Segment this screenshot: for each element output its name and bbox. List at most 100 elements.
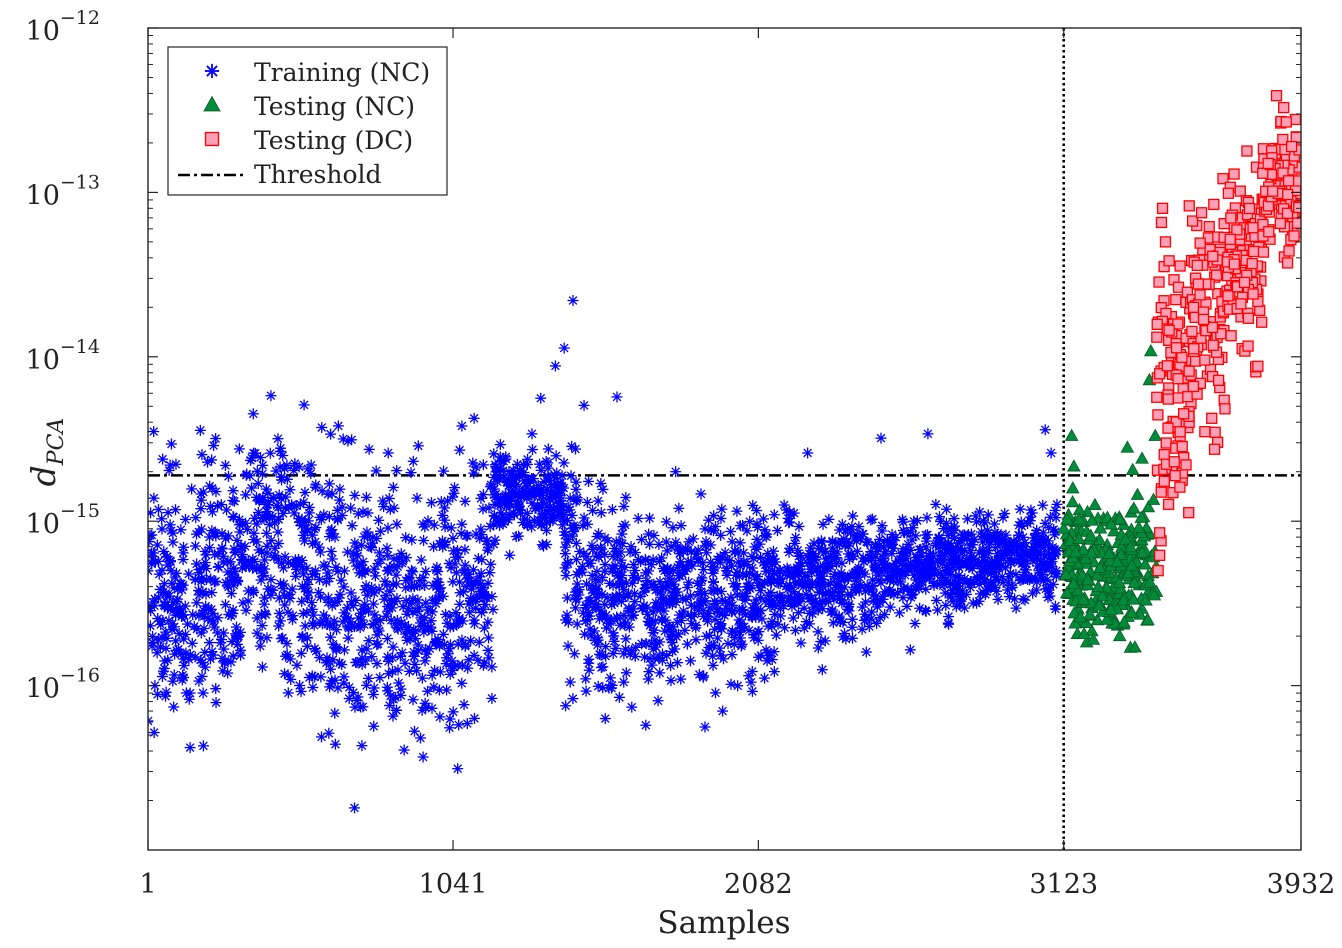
data-point [806,560,818,572]
y-axis-label-base: d [24,465,63,486]
data-point [265,574,277,586]
data-point [1025,504,1037,516]
data-point [307,538,319,550]
data-point [917,572,929,584]
data-point [976,566,988,578]
data-point [299,526,311,538]
data-point [338,671,350,683]
data-point [677,593,689,605]
data-point [653,538,665,550]
data-point [935,569,947,581]
data-point [675,615,687,627]
data-point [526,444,538,456]
data-point [1163,324,1175,336]
data-point [1170,342,1183,354]
data-point [623,621,635,633]
data-point [264,447,276,459]
data-point [459,544,471,556]
data-point [1016,554,1028,566]
data-point [218,627,230,639]
data-point [656,552,668,564]
data-point [661,598,673,610]
data-point [477,659,489,671]
data-point [1197,313,1210,326]
data-point [954,599,966,611]
data-point [1222,187,1235,199]
data-point [734,626,746,638]
y-tick-label: 10−15 [26,500,100,540]
data-point [402,622,414,634]
data-point [382,447,394,459]
data-point [439,539,451,551]
data-point [180,647,192,659]
x-tick-label: 2082 [724,869,793,900]
data-point [276,557,288,569]
data-point [352,550,364,562]
data-point [1246,257,1258,270]
data-point [663,573,675,585]
data-point [680,562,692,574]
data-point [907,588,919,600]
data-point [501,495,513,507]
data-point [484,521,496,533]
data-point [1241,145,1253,157]
data-point [615,537,627,549]
data-point [240,489,252,501]
data-point [832,580,844,592]
data-point [1153,549,1166,561]
data-point [205,603,217,615]
data-point [409,658,421,670]
data-point [1049,603,1061,615]
data-point [592,495,604,507]
data-point [157,586,169,598]
data-point [408,580,420,592]
data-point [1168,456,1180,468]
data-point [228,495,240,507]
data-point [562,501,574,513]
data-point [771,525,783,537]
data-point [1199,354,1211,366]
data-point [148,530,156,542]
data-point [259,554,271,566]
data-point [1162,422,1174,434]
data-point [536,539,548,551]
legend-marker-training [204,63,220,79]
data-point [792,544,804,556]
data-point [240,517,252,529]
data-point [785,509,797,521]
data-point [513,530,525,542]
data-point [254,640,266,652]
data-point [456,420,468,432]
data-point [887,560,899,572]
data-point [905,561,917,573]
data-point [741,569,753,581]
data-point [165,438,177,450]
data-point [224,556,236,568]
data-point [486,692,498,704]
data-point [851,529,863,541]
data-point [1283,245,1295,257]
data-point [1228,258,1240,270]
data-point [289,458,301,470]
data-point [866,513,878,525]
data-point [1174,481,1186,493]
data-point [239,540,251,552]
data-point [930,498,942,510]
data-point [332,420,344,432]
data-point [454,444,466,456]
data-point [190,528,202,540]
data-point [233,443,245,455]
data-point [760,644,772,656]
data-point [204,531,216,543]
data-point [522,453,534,465]
data-point [726,536,738,548]
data-point [597,483,609,495]
data-point [746,665,758,677]
data-point [1152,565,1164,577]
data-point [260,609,272,621]
data-point [638,600,650,612]
data-point [476,554,488,566]
data-point [922,529,934,541]
data-point [342,632,354,644]
data-point [209,549,221,561]
